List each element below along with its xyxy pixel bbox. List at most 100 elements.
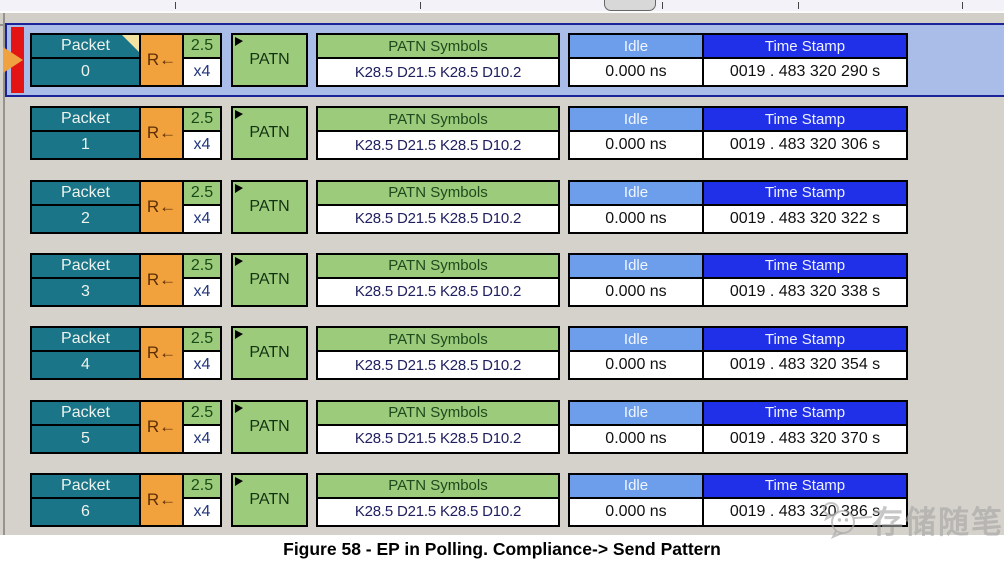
packet-id-cell[interactable]: Packet 4	[32, 328, 139, 379]
symbols-value: K28.5 D21.5 K28.5 D10.2	[318, 59, 558, 85]
marker-flag-icon	[235, 110, 243, 120]
idle-timestamp-box[interactable]: Idle 0.000 ns Time Stamp 0019 . 483 320 …	[568, 106, 908, 161]
packet-row[interactable]: Packet 3 R← 2.5 x4 PATN PAT	[0, 243, 1004, 317]
packet-id-cell[interactable]: Packet 1	[32, 108, 139, 159]
speed-lanes-cell[interactable]: 2.5 x4	[182, 108, 220, 159]
speed-lanes-cell[interactable]: 2.5 x4	[182, 328, 220, 379]
timestamp-cell[interactable]: Time Stamp 0019 . 483 320 386 s	[702, 474, 906, 525]
timestamp-cell[interactable]: Time Stamp 0019 . 483 320 322 s	[702, 181, 906, 232]
packet-row[interactable]: Packet 2 R← 2.5 x4 PATN PAT	[0, 170, 1004, 244]
direction-cell[interactable]: R←	[139, 108, 182, 159]
packet-header-box[interactable]: Packet 1 R← 2.5 x4	[30, 106, 222, 161]
idle-timestamp-box[interactable]: Idle 0.000 ns Time Stamp 0019 . 483 320 …	[568, 472, 908, 527]
pattern-type-cell: PATN	[233, 108, 306, 159]
symbols-header: PATN Symbols	[318, 328, 558, 353]
timestamp-cell[interactable]: Time Stamp 0019 . 483 320 354 s	[702, 328, 906, 379]
pattern-type-box[interactable]: PATN	[231, 399, 308, 454]
pattern-symbols-box[interactable]: PATN Symbols K28.5 D21.5 K28.5 D10.2	[316, 33, 560, 87]
packet-boxes: Packet 2 R← 2.5 x4 PATN PAT	[0, 179, 1004, 234]
direction-label: R←	[141, 35, 182, 85]
timestamp-value: 0019 . 483 320 338 s	[704, 278, 906, 305]
pattern-type-box[interactable]: PATN	[231, 326, 308, 381]
idle-timestamp-box[interactable]: Idle 0.000 ns Time Stamp 0019 . 483 320 …	[568, 179, 908, 234]
packet-header-box[interactable]: Packet 3 R← 2.5 x4	[30, 252, 222, 307]
idle-timestamp-box[interactable]: Idle 0.000 ns Time Stamp 0019 . 483 320 …	[568, 252, 908, 307]
speed-lanes-cell[interactable]: 2.5 x4	[182, 474, 220, 525]
pattern-type-box[interactable]: PATN	[231, 179, 308, 234]
packet-id-cell[interactable]: Packet 6	[32, 474, 139, 525]
link-speed: 2.5	[184, 401, 220, 426]
packet-label: Packet	[32, 181, 139, 206]
pattern-type-label: PATN	[249, 124, 290, 142]
speed-lanes-cell[interactable]: 2.5 x4	[182, 35, 220, 85]
direction-cell[interactable]: R←	[139, 35, 182, 85]
direction-cell[interactable]: R←	[139, 401, 182, 452]
timestamp-cell[interactable]: Time Stamp 0019 . 483 320 306 s	[702, 108, 906, 159]
packet-header-box[interactable]: Packet 2 R← 2.5 x4	[30, 179, 222, 234]
direction-cell[interactable]: R←	[139, 181, 182, 232]
speed-lanes-cell[interactable]: 2.5 x4	[182, 401, 220, 452]
timestamp-value: 0019 . 483 320 386 s	[704, 498, 906, 525]
timestamp-value: 0019 . 483 320 306 s	[704, 132, 906, 159]
idle-cell[interactable]: Idle 0.000 ns	[570, 35, 702, 85]
pattern-type-label: PATN	[249, 51, 290, 68]
pattern-symbols-box[interactable]: PATN Symbols K28.5 D21.5 K28.5 D10.2	[316, 106, 560, 161]
timestamp-cell[interactable]: Time Stamp 0019 . 483 320 338 s	[702, 254, 906, 305]
direction-cell[interactable]: R←	[139, 474, 182, 525]
pattern-type-box[interactable]: PATN	[231, 106, 308, 161]
timestamp-cell[interactable]: Time Stamp 0019 . 483 320 290 s	[702, 35, 906, 85]
splitter-handle[interactable]	[604, 0, 656, 11]
pattern-type-cell: PATN	[233, 181, 306, 232]
idle-cell[interactable]: Idle 0.000 ns	[570, 401, 702, 452]
pattern-type-cell: PATN	[233, 328, 306, 379]
timestamp-value: 0019 . 483 320 322 s	[704, 205, 906, 232]
packet-row[interactable]: Packet 6 R← 2.5 x4 PATN PAT	[0, 463, 1004, 537]
timestamp-header: Time Stamp	[704, 328, 906, 353]
timestamp-cell[interactable]: Time Stamp 0019 . 483 320 370 s	[702, 401, 906, 452]
packet-header-box[interactable]: Packet 6 R← 2.5 x4	[30, 472, 222, 527]
pane-left-border	[3, 13, 5, 535]
idle-cell[interactable]: Idle 0.000 ns	[570, 474, 702, 525]
packet-row[interactable]: Packet 5 R← 2.5 x4 PATN PAT	[0, 390, 1004, 464]
speed-lanes-cell[interactable]: 2.5 x4	[182, 254, 220, 305]
ruler-tick	[962, 2, 963, 9]
pattern-symbols-box[interactable]: PATN Symbols K28.5 D21.5 K28.5 D10.2	[316, 179, 560, 234]
pattern-symbols-box[interactable]: PATN Symbols K28.5 D21.5 K28.5 D10.2	[316, 326, 560, 381]
idle-cell[interactable]: Idle 0.000 ns	[570, 328, 702, 379]
packet-row[interactable]: Packet 4 R← 2.5 x4 PATN PAT	[0, 316, 1004, 390]
pattern-symbols-box[interactable]: PATN Symbols K28.5 D21.5 K28.5 D10.2	[316, 472, 560, 527]
packet-id-cell[interactable]: Packet 0	[32, 35, 139, 85]
direction-cell[interactable]: R←	[139, 328, 182, 379]
packet-id-cell[interactable]: Packet 3	[32, 254, 139, 305]
packet-id-cell[interactable]: Packet 2	[32, 181, 139, 232]
pattern-symbols-box[interactable]: PATN Symbols K28.5 D21.5 K28.5 D10.2	[316, 252, 560, 307]
pattern-type-box[interactable]: PATN	[231, 252, 308, 307]
ruler-tick	[420, 2, 421, 9]
symbols-header: PATN Symbols	[318, 35, 558, 59]
packet-row[interactable]: Packet 1 R← 2.5 x4 PATN PAT	[0, 96, 1004, 170]
direction-label: R←	[141, 474, 182, 525]
packet-id-cell[interactable]: Packet 5	[32, 401, 139, 452]
link-width: x4	[184, 498, 220, 525]
pattern-type-box[interactable]: PATN	[231, 33, 308, 87]
pattern-type-box[interactable]: PATN	[231, 472, 308, 527]
packet-header-box[interactable]: Packet 4 R← 2.5 x4	[30, 326, 222, 381]
packet-header-box[interactable]: Packet 0 R← 2.5 x4	[30, 33, 222, 87]
idle-timestamp-box[interactable]: Idle 0.000 ns Time Stamp 0019 . 483 320 …	[568, 399, 908, 454]
packet-row[interactable]: Packet 0 R← 2.5 x4 PATN PAT	[0, 23, 1004, 97]
idle-timestamp-box[interactable]: Idle 0.000 ns Time Stamp 0019 . 483 320 …	[568, 33, 908, 87]
idle-cell[interactable]: Idle 0.000 ns	[570, 254, 702, 305]
symbols-value: K28.5 D21.5 K28.5 D10.2	[318, 498, 558, 525]
idle-cell[interactable]: Idle 0.000 ns	[570, 108, 702, 159]
pattern-symbols-box[interactable]: PATN Symbols K28.5 D21.5 K28.5 D10.2	[316, 399, 560, 454]
pattern-type-label: PATN	[249, 490, 290, 508]
link-speed: 2.5	[184, 35, 220, 59]
timestamp-value: 0019 . 483 320 370 s	[704, 425, 906, 452]
direction-cell[interactable]: R←	[139, 254, 182, 305]
pattern-type-cell: PATN	[233, 474, 306, 525]
link-speed: 2.5	[184, 474, 220, 499]
speed-lanes-cell[interactable]: 2.5 x4	[182, 181, 220, 232]
idle-timestamp-box[interactable]: Idle 0.000 ns Time Stamp 0019 . 483 320 …	[568, 326, 908, 381]
packet-header-box[interactable]: Packet 5 R← 2.5 x4	[30, 399, 222, 454]
idle-cell[interactable]: Idle 0.000 ns	[570, 181, 702, 232]
